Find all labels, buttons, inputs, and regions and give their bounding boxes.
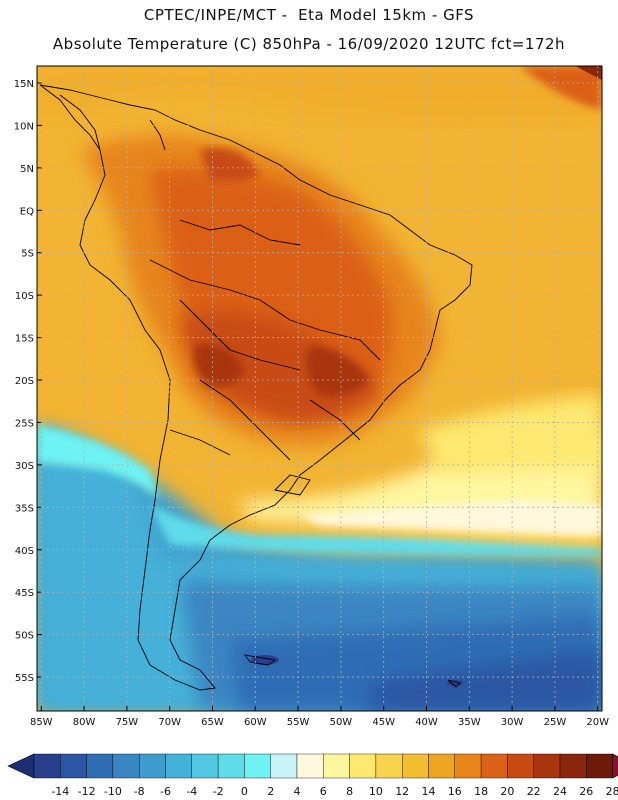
lon-tick-label: 70W [158, 717, 181, 728]
lon-tick-label: 85W [30, 717, 53, 728]
lon-tick-label: 80W [73, 717, 96, 728]
colorbar-label: 12 [395, 785, 409, 798]
colorbar-swatch [402, 753, 429, 779]
colorbar-label: 16 [448, 785, 462, 798]
colorbar-swatch [165, 753, 192, 779]
lat-tick-label: 15N [14, 79, 34, 90]
colorbar-swatch [270, 753, 298, 779]
lon-tick-label: 25W [544, 717, 567, 728]
lat-tick-label: 55S [15, 673, 34, 684]
colorbar-swatch [454, 753, 482, 779]
colorbar-label: -4 [186, 785, 197, 798]
colorbar-label: -14 [51, 785, 69, 798]
lon-tick-label: 40W [415, 717, 438, 728]
colorbar-label: 6 [320, 785, 327, 798]
temperature-field [37, 66, 602, 711]
colorbar-swatch [33, 753, 61, 779]
colorbar-label: 26 [579, 785, 593, 798]
colorbar-swatch [244, 753, 271, 779]
lon-tick-label: 75W [116, 717, 139, 728]
colorbar-swatch [296, 753, 324, 779]
lat-tick-label: 25S [15, 418, 34, 429]
colorbar-label: -2 [213, 785, 224, 798]
lat-lon-grid [37, 66, 602, 711]
colorbar-swatch [586, 753, 613, 779]
colorbar-swatch [112, 753, 140, 779]
latitude-labels: 15N 10N 5N EQ 5S 10S 15S 20S 25S 30S 35S 40S 45S 50S 5… [14, 79, 34, 684]
lon-tick-label: 45W [372, 717, 395, 728]
lon-tick-label: 35W [458, 717, 481, 728]
lat-tick-label: EQ [20, 206, 34, 217]
lat-tick-label: 15S [15, 334, 34, 345]
lon-tick-label: 20W [586, 717, 609, 728]
map-title: CPTEC/INPE/MCT - Eta Model 15km - GFS [143, 6, 475, 24]
colorbar-swatch [559, 753, 587, 779]
colorbar-label: -8 [134, 785, 145, 798]
colorbar-label: 20 [500, 785, 514, 798]
colorbar-swatch [86, 753, 114, 779]
lon-tick-label: 50W [330, 717, 353, 728]
colorbar-swatch [191, 753, 219, 779]
colorbar-over-arrow [612, 753, 618, 779]
colorbar-swatch [428, 753, 455, 779]
colorbar-label: -10 [104, 785, 122, 798]
lon-tick-label: 30W [501, 717, 524, 728]
colorbar-swatch [375, 753, 403, 779]
colorbar-label: 14 [422, 785, 436, 798]
lon-tick-label: 60W [244, 717, 267, 728]
colorbar-label: 22 [527, 785, 541, 798]
lat-tick-label: 20S [15, 376, 34, 387]
coastlines [39, 84, 473, 691]
lat-tick-label: 5N [20, 164, 34, 175]
lat-tick-label: 10N [14, 121, 34, 132]
colorbar-label: -12 [78, 785, 96, 798]
colorbar: -14 -12 -10 -8 -6 -4 -2 0 2 4 6 8 10 12 14 16 18 20 22 24 26… [7, 753, 618, 798]
colorbar-swatch [60, 753, 87, 779]
colorbar-label: 8 [346, 785, 353, 798]
colorbar-swatch [349, 753, 377, 779]
colorbar-swatch [533, 753, 561, 779]
colorbar-label: 28 [606, 785, 618, 798]
colorbar-label: 4 [294, 785, 301, 798]
lat-tick-label: 35S [15, 503, 34, 514]
colorbar-label: 10 [369, 785, 383, 798]
colorbar-swatch [138, 753, 166, 779]
lat-tick-label: 30S [15, 461, 34, 472]
lat-tick-label: 40S [15, 546, 34, 557]
lat-tick-label: 45S [15, 588, 34, 599]
colorbar-swatch [217, 753, 245, 779]
colorbar-label: -6 [160, 785, 171, 798]
colorbar-label: 2 [267, 785, 274, 798]
lat-tick-label: 50S [15, 631, 34, 642]
map-frame [36, 65, 603, 712]
colorbar-label: 0 [241, 785, 248, 798]
colorbar-swatch [507, 753, 534, 779]
colorbar-swatch [480, 753, 508, 779]
colorbar-label: 18 [474, 785, 488, 798]
lat-tick-label: 5S [21, 249, 34, 260]
longitude-labels: 85W 80W 75W 70W 65W 60W 55W 50W 45W 40W 35W 30W 25W 2… [30, 717, 609, 728]
lon-tick-label: 65W [201, 717, 224, 728]
map-subtitle: Absolute Temperature (C) 850hPa - 16/09/… [52, 35, 566, 53]
colorbar-swatch [323, 753, 350, 779]
colorbar-under-arrow [7, 753, 35, 779]
colorbar-label: 24 [553, 785, 567, 798]
lon-tick-label: 55W [287, 717, 310, 728]
lat-tick-label: 10S [15, 291, 34, 302]
